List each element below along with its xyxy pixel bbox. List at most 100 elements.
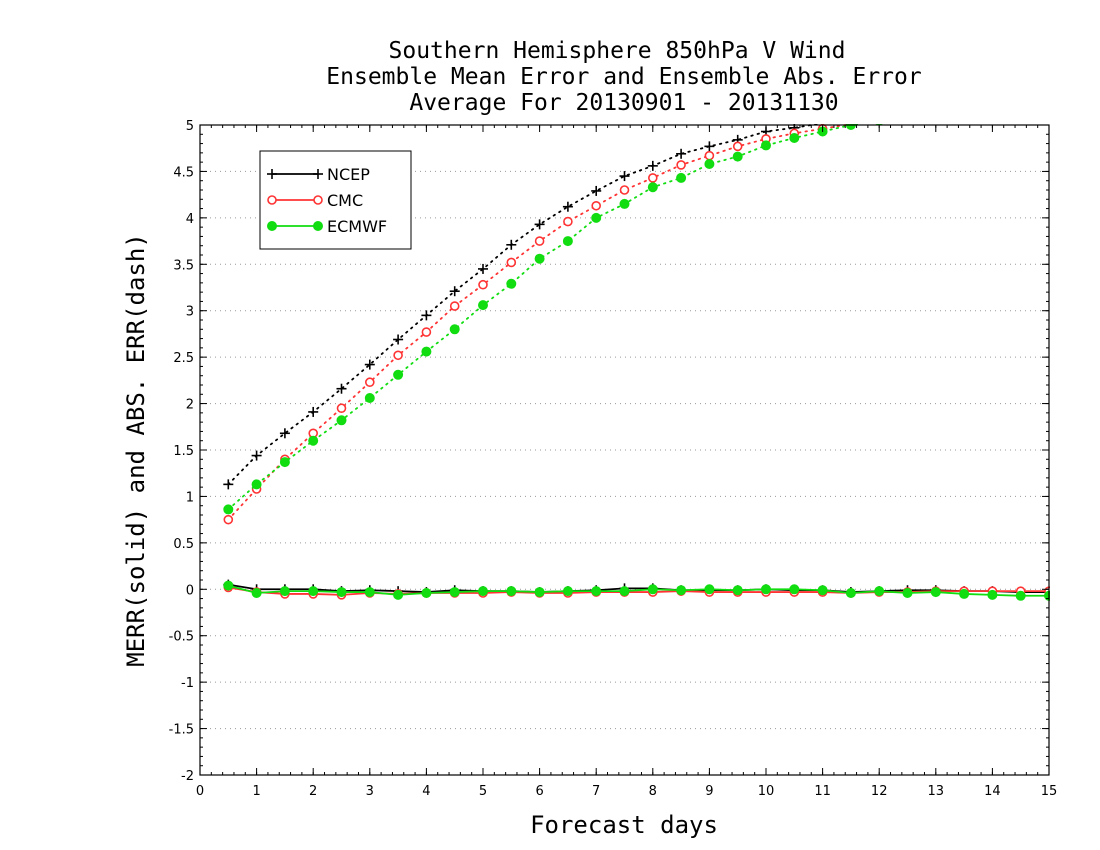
- abs-err-point: [619, 198, 630, 209]
- abs-err-point: [336, 415, 347, 426]
- chart-title-line-1: Southern Hemisphere 850hPa V Wind: [389, 38, 846, 64]
- abs-err-point: [223, 479, 234, 490]
- series-ecmwf: [223, 97, 1054, 601]
- y-tick-label: 4.5: [173, 165, 194, 180]
- mean-err-point: [676, 585, 687, 596]
- mean-err-point: [902, 588, 913, 598]
- mean-err-point: [619, 586, 630, 597]
- abs-err-point: [421, 327, 432, 337]
- x-axis-label: Forecast days: [530, 811, 718, 839]
- abs-err-point: [903, 111, 912, 120]
- mean-err-point: [478, 586, 488, 597]
- abs-err-point: [874, 111, 884, 121]
- y-tick-label: 4: [186, 212, 194, 227]
- abs-err-point: [506, 239, 517, 250]
- y-tick-label: -0.5: [169, 630, 194, 645]
- legend-marker: [267, 195, 277, 205]
- legend-label: CMC: [327, 191, 363, 210]
- abs-err-point: [732, 141, 743, 152]
- axis-ticks: -2-1.5-1-0.500.511.522.533.544.550 1 2 3 4 5 6…: [169, 119, 1058, 799]
- abs-err-point: [506, 278, 517, 289]
- mean-err-point: [506, 586, 517, 597]
- mean-err-point: [251, 588, 262, 598]
- abs-err-point: [534, 236, 545, 246]
- abs-err-point: [647, 160, 658, 171]
- x-tick-label: 12: [871, 784, 888, 799]
- abs-err-point: [449, 324, 460, 335]
- abs-err-point: [563, 216, 573, 227]
- abs-err-point: [932, 110, 940, 118]
- chart-title-line-2: Ensemble Mean Error and Ensemble Abs. Er…: [326, 64, 921, 90]
- abs-err-point: [279, 457, 290, 468]
- abs-err-point: [904, 113, 912, 121]
- legend-marker: [267, 169, 277, 179]
- mean-err-point: [449, 587, 460, 598]
- abs-err-point: [931, 104, 941, 114]
- abs-err-point: [506, 257, 517, 268]
- y-tick-label: 3.5: [173, 258, 194, 273]
- abs-err-point: [1017, 102, 1025, 110]
- abs-err-point: [676, 148, 687, 159]
- x-tick-label: 14: [984, 784, 1001, 799]
- abs-err-point: [534, 219, 545, 230]
- abs-err-point: [421, 346, 432, 357]
- abs-err-point: [903, 107, 913, 117]
- abs-err-point: [223, 514, 234, 525]
- mean-err-point: [761, 584, 771, 595]
- abs-err-point: [732, 151, 743, 162]
- abs-err-point: [1045, 97, 1054, 106]
- mean-err-point: [393, 589, 404, 600]
- y-tick-label: 1: [186, 490, 194, 505]
- abs-err-point: [789, 133, 800, 143]
- abs-err-point: [478, 279, 488, 290]
- mean-err-point: [1015, 590, 1026, 601]
- abs-err-point: [393, 334, 404, 345]
- abs-err-point: [562, 201, 573, 212]
- abs-err-point: [279, 428, 290, 439]
- legend-label: ECMWF: [327, 217, 387, 236]
- mean-err-point: [223, 580, 234, 591]
- mean-err-point: [732, 585, 743, 596]
- x-tick-label: 5: [479, 784, 487, 799]
- abs-err-point: [960, 107, 968, 115]
- chart-title: Southern Hemisphere 850hPa V Wind Ensemb…: [326, 38, 921, 116]
- y-tick-label: -1: [181, 676, 194, 691]
- x-tick-label: 10: [758, 784, 775, 799]
- mean-err-point: [364, 587, 375, 598]
- y-tick-label: 2.5: [173, 351, 194, 366]
- abs-err-point: [704, 159, 715, 169]
- abs-err-point: [960, 105, 969, 114]
- abs-err-point: [647, 173, 658, 183]
- abs-err-point: [591, 185, 602, 196]
- abs-err-point: [647, 182, 658, 193]
- abs-err-point: [876, 124, 883, 126]
- abs-err-point: [676, 160, 686, 170]
- abs-err-point: [478, 263, 488, 274]
- x-tick-label: 1: [252, 784, 260, 799]
- abs-err-point: [850, 124, 852, 125]
- chart-title-line-3: Average For 20130901 - 20131130: [409, 90, 838, 116]
- legend-item-ecmwf: ECMWF: [267, 217, 387, 236]
- abs-err-point: [449, 286, 460, 297]
- mean-err-point: [845, 588, 856, 598]
- y-tick-label: 0.5: [173, 537, 194, 552]
- abs-err-point: [534, 253, 545, 264]
- legend-item-ncep: NCEP: [267, 165, 370, 184]
- x-tick-label: 6: [535, 784, 543, 799]
- legend-marker: [267, 221, 277, 231]
- abs-err-point: [478, 300, 488, 311]
- abs-err-point: [931, 108, 940, 117]
- abs-err-point: [449, 301, 460, 311]
- abs-err-point: [959, 101, 969, 111]
- mean-err-point: [874, 586, 885, 597]
- abs-err-point: [223, 504, 234, 515]
- abs-err-point: [761, 140, 771, 151]
- abs-err-point: [676, 172, 687, 183]
- x-tick-label: 13: [928, 784, 945, 799]
- abs-err-point: [336, 403, 347, 414]
- series-layer: [223, 97, 1054, 601]
- mean-err-point: [562, 586, 573, 597]
- mean-err-point: [336, 587, 347, 598]
- x-tick-label: 2: [309, 784, 317, 799]
- abs-err-point: [251, 479, 262, 490]
